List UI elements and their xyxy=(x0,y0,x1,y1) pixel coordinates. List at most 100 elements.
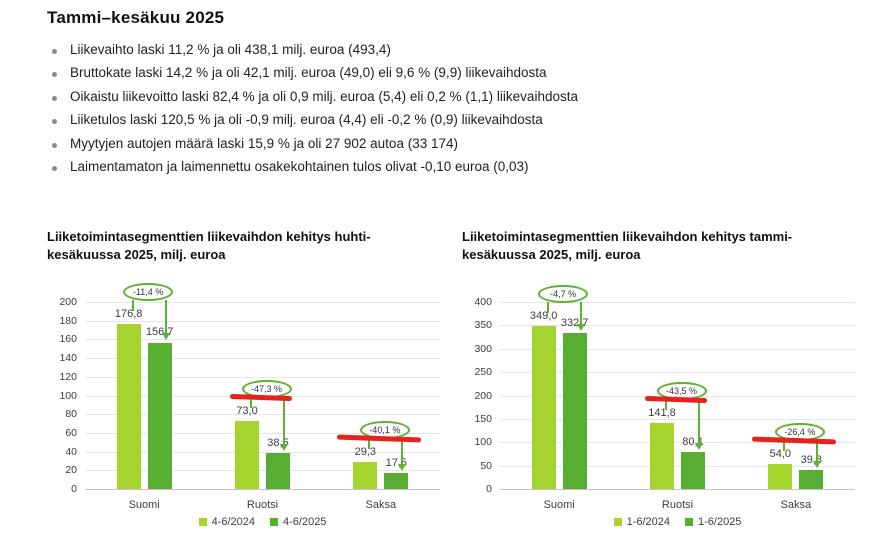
chart-title-line1: Liiketoimintasegmenttien liikevaihdon ke… xyxy=(462,229,793,244)
plot-area: 0 50 100 150 200 250 300 350 400 349,0 332,7 Suomi -… xyxy=(474,284,855,511)
bullet-item: Oikaistu liikevoitto laski 82,4 % ja oli… xyxy=(52,89,578,112)
gridline xyxy=(500,418,855,420)
gridline xyxy=(500,465,855,467)
bar-4-6/2024-suomi xyxy=(116,323,141,489)
y-axis-tick-label: 60 xyxy=(65,426,77,439)
bar-1-6/2024-saksa xyxy=(768,463,793,489)
bullet-icon xyxy=(52,142,57,148)
y-axis-tick-label: 300 xyxy=(474,342,492,355)
x-axis-label-ruotsi: Ruotsi xyxy=(661,499,694,511)
bullet-icon xyxy=(52,95,57,101)
gridline xyxy=(500,442,855,444)
gridline xyxy=(85,451,440,453)
chart-title-line2: kesäkuussa 2025, milj. euroa xyxy=(462,247,641,263)
value-label-1-6/2024-saksa: 54,0 xyxy=(769,447,792,460)
annotation-arrow-line xyxy=(698,398,700,443)
legend-swatch-icon xyxy=(613,518,622,526)
bullet-text: Liikevaihto laski 11,2 % ja oli 438,1 mi… xyxy=(70,42,391,57)
bullet-text: Myytyjen autojen määrä laski 15,9 % ja o… xyxy=(70,135,458,151)
gridline xyxy=(85,489,440,490)
bar-4-6/2024-ruotsi xyxy=(235,420,259,489)
arrow-down-icon xyxy=(161,333,170,341)
bar-1-6/2025-ruotsi xyxy=(681,451,705,489)
legend-item-4-6/2024: 4-6/2024 xyxy=(198,516,255,528)
x-axis-label-saksa: Saksa xyxy=(780,499,812,511)
bar-1-6/2025-suomi xyxy=(562,333,587,489)
gridline xyxy=(85,339,440,341)
value-label-1-6/2024-ruotsi: 141,8 xyxy=(648,406,676,419)
arrow-down-icon xyxy=(576,324,585,332)
chart-title-line2: kesäkuussa 2025, milj. euroa xyxy=(47,247,226,263)
bullet-text: Liiketulos laski 120,5 % ja oli -0,9 mil… xyxy=(70,112,543,128)
gridline xyxy=(85,358,440,360)
summary-bullet-list: Liikevaihto laski 11,2 % ja oli 438,1 mi… xyxy=(52,42,578,182)
value-label-4-6/2024-suomi: 176,8 xyxy=(114,307,143,320)
annotation-arrow-line xyxy=(283,396,285,444)
annotation-tick-line xyxy=(665,398,667,410)
change-annotation-ellipse: -4,7 % xyxy=(538,284,589,303)
y-axis-tick-label: 180 xyxy=(59,314,77,327)
value-label-4-6/2024-ruotsi: 73,0 xyxy=(236,404,258,417)
legend-label: 4-6/2024 xyxy=(211,516,255,528)
bullet-icon xyxy=(52,119,57,125)
annotation-arrow-line xyxy=(816,439,819,462)
y-axis-tick-label: 160 xyxy=(59,333,77,346)
bar-1-6/2024-ruotsi xyxy=(650,422,674,489)
bullet-text: Oikaistu liikevoitto laski 82,4 % ja oli… xyxy=(70,88,578,104)
legend: 1-6/2024 1-6/2025 xyxy=(500,516,855,528)
bar-4-6/2024-saksa xyxy=(353,461,378,489)
legend-label: 1-6/2024 xyxy=(626,516,670,528)
legend-label: 4-6/2025 xyxy=(283,516,327,528)
bar-4-6/2025-ruotsi xyxy=(266,453,290,489)
y-axis-tick-label: 400 xyxy=(474,296,492,308)
gridline xyxy=(500,302,855,303)
y-axis-tick-label: 100 xyxy=(474,436,492,449)
bullet-icon xyxy=(52,49,57,54)
gridline xyxy=(85,414,440,416)
gridline xyxy=(500,348,855,350)
bullet-icon xyxy=(52,72,57,78)
arrow-down-icon xyxy=(280,444,288,451)
gridline xyxy=(500,372,855,374)
x-axis-label-saksa: Saksa xyxy=(365,499,397,511)
legend-item-1-6/2025: 1-6/2025 xyxy=(685,516,741,528)
page-title: Tammi–kesäkuu 2025 xyxy=(47,8,225,27)
y-axis-tick-label: 0 xyxy=(486,483,492,495)
legend-item-4-6/2025: 4-6/2025 xyxy=(270,516,326,528)
y-axis-tick-label: 50 xyxy=(480,459,492,472)
annotation-arrow-line xyxy=(401,437,404,464)
y-axis-tick-label: 150 xyxy=(474,412,492,425)
legend-swatch-icon xyxy=(198,518,207,526)
gridline xyxy=(500,325,855,327)
legend-label: 1-6/2025 xyxy=(698,516,742,528)
gridline xyxy=(85,470,440,472)
value-label-4-6/2024-saksa: 29,3 xyxy=(354,445,377,458)
x-axis-label-ruotsi: Ruotsi xyxy=(246,499,279,511)
arrow-down-icon xyxy=(398,463,407,471)
chart-title-line1: Liiketoimintasegmenttien liikevaihdon ke… xyxy=(47,229,371,244)
legend-swatch-icon xyxy=(270,518,278,526)
y-axis-tick-label: 350 xyxy=(474,319,492,332)
chart-title: Liiketoimintasegmenttien liikevaihdon ke… xyxy=(462,228,882,264)
bar-4-6/2025-suomi xyxy=(147,342,172,489)
annotation-arrow-line xyxy=(164,299,167,334)
bar-4-6/2025-saksa xyxy=(384,472,409,489)
red-marker-line xyxy=(336,434,421,443)
arrow-down-icon xyxy=(695,442,703,450)
chart-title: Liiketoimintasegmenttien liikevaihdon ke… xyxy=(47,228,467,264)
annotation-tick-line xyxy=(131,299,134,311)
x-axis-label-suomi: Suomi xyxy=(543,499,575,511)
legend-swatch-icon xyxy=(685,518,693,526)
annotation-tick-line xyxy=(546,301,549,313)
chart-q2-revenue-by-segment: Liiketoimintasegmenttien liikevaihdon ke… xyxy=(47,228,467,538)
y-axis-tick-label: 200 xyxy=(59,296,77,308)
bullet-text: Bruttokate laski 14,2 % ja oli 42,1 milj… xyxy=(70,65,547,81)
bullet-item: Liikevaihto laski 11,2 % ja oli 438,1 mi… xyxy=(52,42,578,65)
y-axis-tick-label: 100 xyxy=(59,389,77,402)
chart-h1-revenue-by-segment: Liiketoimintasegmenttien liikevaihdon ke… xyxy=(462,228,882,538)
y-axis-tick-label: 0 xyxy=(71,483,77,495)
y-axis-tick-label: 120 xyxy=(59,370,77,383)
y-axis-tick-label: 80 xyxy=(65,408,77,421)
bullet-item: Bruttokate laski 14,2 % ja oli 42,1 milj… xyxy=(52,65,578,88)
